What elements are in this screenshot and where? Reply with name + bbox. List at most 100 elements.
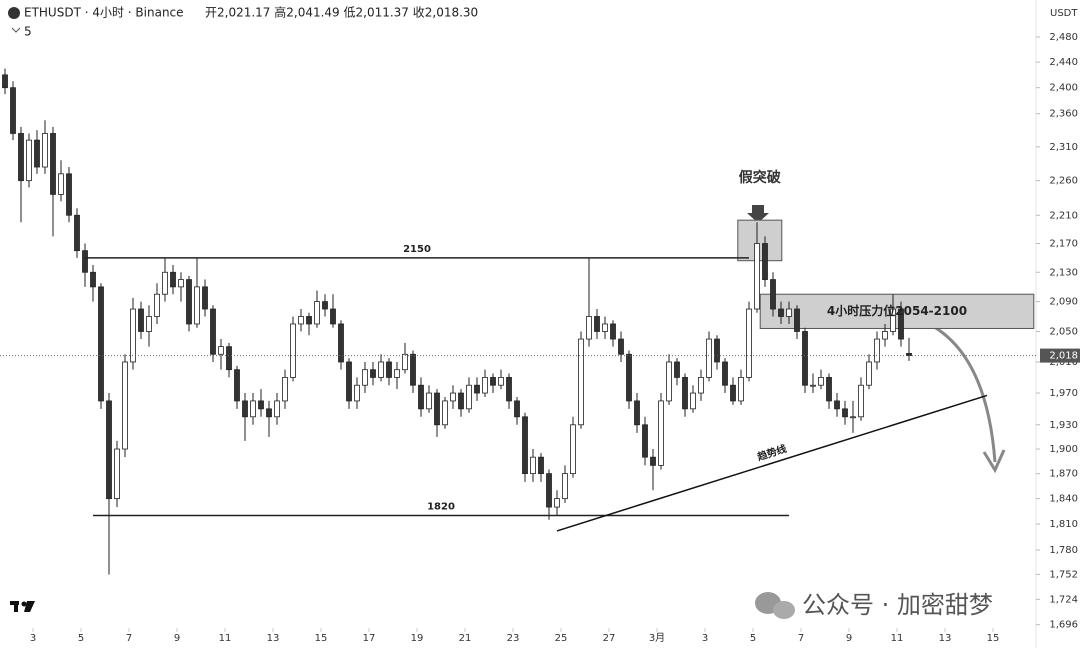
candle-body [170,271,176,288]
candle-body [450,392,456,402]
candle-body [290,323,296,378]
candle-body [458,392,464,410]
candle-body [202,286,208,310]
zone [759,293,1035,329]
candle-body [18,133,24,182]
candle-body [634,400,640,426]
candle-body [394,369,400,378]
candle-body [786,308,792,317]
down-arrow [747,205,769,223]
candle-body [330,308,336,325]
candle-body [802,331,808,386]
candle-body [186,279,192,325]
candle-body [410,353,416,386]
candle-body [426,392,432,410]
candle-body [90,271,96,288]
last-price-tag [1040,348,1080,363]
candle-body [386,361,392,378]
candle-body [242,400,248,418]
candle-body [730,384,736,402]
candle-body [602,323,608,332]
candle-body [506,377,512,402]
candle-body [890,308,896,332]
candle-body [706,338,712,378]
candle-body [618,338,624,355]
x-tick-label: 27 [603,633,616,644]
candle-body [298,316,304,325]
candle-body [210,308,216,355]
candle-body [266,408,272,418]
candle-body [610,323,616,340]
y-tick-label: 2,090 [1049,297,1078,308]
x-tick-label: 5 [750,633,756,644]
x-tick-label: 9 [174,633,180,644]
x-tick-label: 11 [891,633,904,644]
candle-body [578,338,584,426]
x-tick-label: 7 [798,633,804,644]
candle-body [146,316,152,332]
candle-body [154,293,160,317]
x-tick-label: 11 [219,633,232,644]
y-tick-label: 2,130 [1049,267,1078,278]
x-tick-label: 13 [267,633,280,644]
y-tick-label: 1,840 [1049,494,1078,505]
candle-body [442,400,448,426]
candle-body [106,400,112,500]
y-tick-label: 1,970 [1049,388,1078,399]
candle-body [306,316,312,325]
candle-body [378,361,384,378]
candle-body [810,384,816,387]
candle-body [250,400,256,418]
y-tick-label: 2,260 [1049,176,1078,187]
x-tick-label: 3月 [649,632,665,644]
zone-label: 4小时压力位2054-2100 [827,303,967,318]
candle-body [762,243,768,280]
candle-body [858,384,864,418]
candle-body [770,279,776,310]
x-tick-label: 23 [507,633,520,644]
candle-body [570,424,576,475]
x-tick-label: 15 [987,633,1000,644]
candle-body [418,384,424,410]
x-tick-label: 25 [555,633,568,644]
candle-body [746,308,752,378]
x-tick-label: 13 [939,633,952,644]
y-tick-label: 2,440 [1049,57,1078,68]
candle-body [826,377,832,402]
candle-body [722,361,728,386]
candle-body [354,384,360,402]
x-tick-label: 9 [846,633,852,644]
candle-body [322,301,328,310]
x-tick-label: 17 [363,633,376,644]
watermark: 公众号 · 加密甜梦 [802,591,993,619]
candle-body [2,74,8,89]
y-tick-label: 1,810 [1049,519,1078,530]
candle-body [314,301,320,325]
candle-body [794,308,800,332]
candle-body [258,400,264,410]
candle-body [226,346,232,371]
candle-body [562,473,568,500]
candle-body [738,377,744,402]
y-tick-label: 1,724 [1049,594,1078,605]
projection-arrow-head [982,449,1006,474]
y-tick-label: 1,900 [1049,444,1078,455]
candle-body [26,139,32,182]
level-label: 1820 [427,502,455,513]
candle-body [898,308,904,340]
collapse-icon[interactable] [11,27,21,33]
candle-body [402,353,408,371]
candle-body [666,361,672,402]
candle-body [882,331,888,340]
symbol-icon [8,7,20,19]
candle-body [818,377,824,386]
candle-body [834,400,840,410]
y-tick-label: 2,050 [1049,326,1078,337]
candle-body [194,286,200,325]
candle-body [530,456,536,475]
y-tick-label: 1,752 [1049,569,1078,580]
x-tick-label: 19 [411,633,424,644]
candle-body [690,392,696,410]
x-tick-label: 15 [315,633,328,644]
